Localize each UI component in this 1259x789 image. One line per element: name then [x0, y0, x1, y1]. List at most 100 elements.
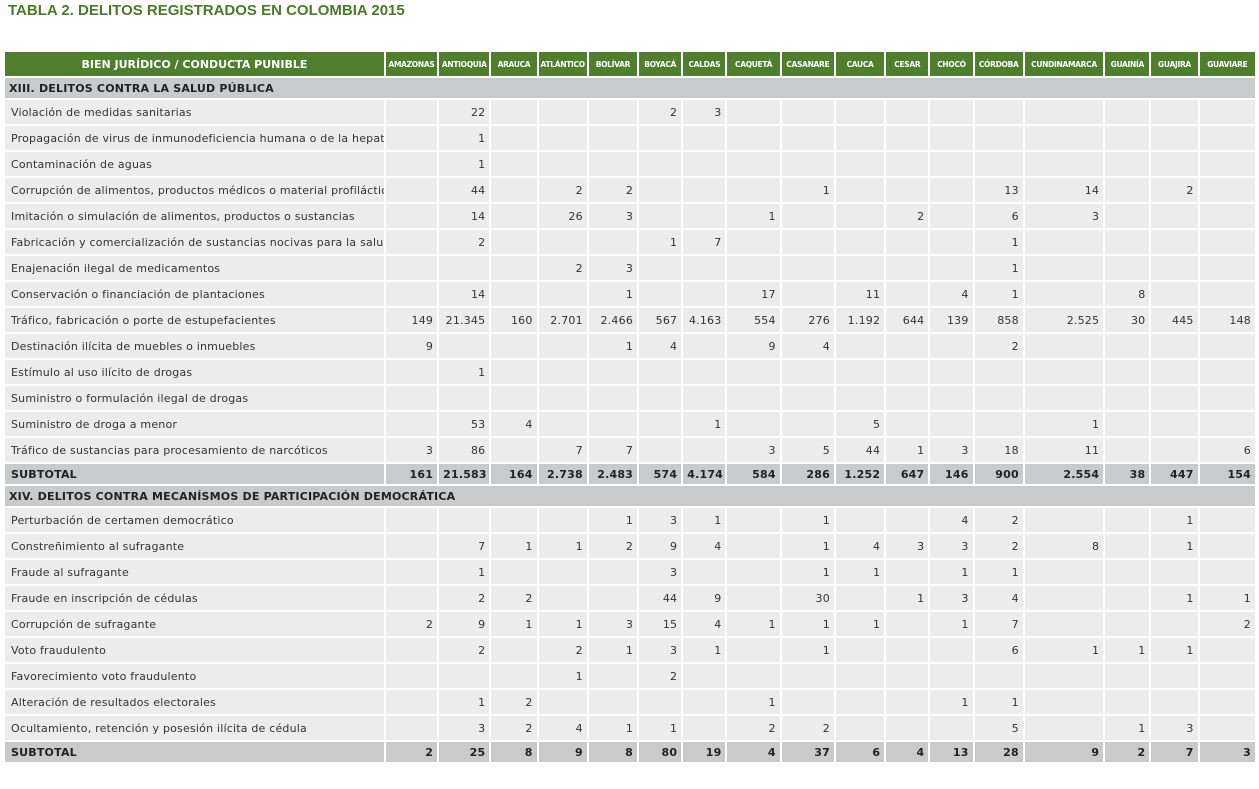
value-cell: 4 [974, 586, 1023, 610]
value-cell [683, 282, 726, 306]
value-cell: 1 [588, 334, 638, 358]
value-cell: 3 [588, 612, 638, 636]
value-cell: 1 [491, 534, 537, 558]
data-row: Corrupción de alimentos, productos médic… [5, 178, 1255, 202]
value-cell: 4 [491, 412, 537, 436]
value-cell [781, 126, 834, 150]
value-cell [1199, 126, 1255, 150]
value-cell: 644 [886, 308, 929, 332]
value-cell [491, 126, 537, 150]
value-cell [683, 438, 726, 462]
value-cell [1024, 282, 1104, 306]
value-cell [385, 152, 438, 176]
value-cell [1151, 612, 1198, 636]
value-cell [930, 126, 973, 150]
value-cell: 53 [439, 412, 490, 436]
value-cell: 1 [588, 282, 638, 306]
value-cell [974, 360, 1023, 384]
value-cell [639, 126, 682, 150]
value-cell [1105, 334, 1150, 358]
row-label: Estímulo al uso ilícito de drogas [5, 360, 384, 384]
header-cell: CESAR [886, 52, 929, 76]
value-cell [538, 152, 587, 176]
value-cell: 4 [727, 742, 780, 762]
value-cell: 1 [781, 638, 834, 662]
value-cell [588, 100, 638, 124]
row-label: Fabricación y comercialización de sustan… [5, 230, 384, 254]
value-cell: 2 [439, 586, 490, 610]
value-cell [1199, 664, 1255, 688]
value-cell [930, 256, 973, 280]
value-cell [727, 508, 780, 532]
value-cell [491, 230, 537, 254]
value-cell [886, 256, 929, 280]
value-cell [781, 204, 834, 228]
value-cell [930, 204, 973, 228]
value-cell: 28 [974, 742, 1023, 762]
value-cell [1105, 360, 1150, 384]
value-cell: 1 [974, 560, 1023, 584]
value-cell: 2.554 [1024, 464, 1104, 484]
value-cell: 1 [538, 664, 587, 688]
value-cell [1024, 256, 1104, 280]
row-label: Favorecimiento voto fraudulento [5, 664, 384, 688]
value-cell: 574 [639, 464, 682, 484]
value-cell [727, 586, 780, 610]
value-cell [1105, 152, 1150, 176]
value-cell: 19 [683, 742, 726, 762]
value-cell: 9 [1024, 742, 1104, 762]
subtotal-label: SUBTOTAL [5, 742, 384, 762]
value-cell: 1 [683, 638, 726, 662]
value-cell [727, 100, 780, 124]
value-cell [1199, 560, 1255, 584]
value-cell [1151, 152, 1198, 176]
value-cell: 2 [588, 534, 638, 558]
value-cell: 1 [781, 508, 834, 532]
value-cell [683, 360, 726, 384]
row-label: Constreñimiento al sufragante [5, 534, 384, 558]
value-cell: 38 [1105, 464, 1150, 484]
value-cell [930, 412, 973, 436]
value-cell: 447 [1151, 464, 1198, 484]
value-cell [835, 100, 885, 124]
value-cell [385, 534, 438, 558]
section-row: XIV. DELITOS CONTRA MECANÍSMOS DE PARTIC… [5, 486, 1255, 506]
row-label: Violación de medidas sanitarias [5, 100, 384, 124]
data-row: Fraude en inscripción de cédulas 2 2 44 9 30 1… [5, 586, 1255, 610]
value-cell: 2 [639, 664, 682, 688]
data-row: Fraude al sufragante 1 3 1 1 1 1 [5, 560, 1255, 584]
value-cell [835, 152, 885, 176]
header-cell: BOYACÁ [639, 52, 682, 76]
value-cell [385, 664, 438, 688]
value-cell [1199, 256, 1255, 280]
value-cell [835, 126, 885, 150]
value-cell: 1 [1105, 638, 1150, 662]
value-cell [538, 334, 587, 358]
value-cell [683, 178, 726, 202]
header-cell: ARAUCA [491, 52, 537, 76]
value-cell: 25 [439, 742, 490, 762]
value-cell: 1 [1024, 412, 1104, 436]
value-cell [639, 204, 682, 228]
value-cell: 139 [930, 308, 973, 332]
value-cell [886, 716, 929, 740]
value-cell [930, 638, 973, 662]
value-cell: 7 [439, 534, 490, 558]
value-cell [588, 664, 638, 688]
row-label: Corrupción de alimentos, productos médic… [5, 178, 384, 202]
header-cell: AMAZONAS [385, 52, 438, 76]
value-cell: 2 [439, 638, 490, 662]
value-cell: 2 [974, 508, 1023, 532]
data-row: Suministro de droga a menor 53 4 1 5 1 [5, 412, 1255, 436]
value-cell [683, 256, 726, 280]
value-cell [1105, 612, 1150, 636]
row-label: Tráfico, fabricación o porte de estupefa… [5, 308, 384, 332]
value-cell [491, 256, 537, 280]
section-row: XIII. DELITOS CONTRA LA SALUD PÚBLICA [5, 78, 1255, 98]
value-cell: 7 [538, 438, 587, 462]
value-cell: 14 [1024, 178, 1104, 202]
value-cell [727, 664, 780, 688]
header-cell: ATLÁNTICO [538, 52, 587, 76]
value-cell: 4.163 [683, 308, 726, 332]
value-cell [385, 256, 438, 280]
